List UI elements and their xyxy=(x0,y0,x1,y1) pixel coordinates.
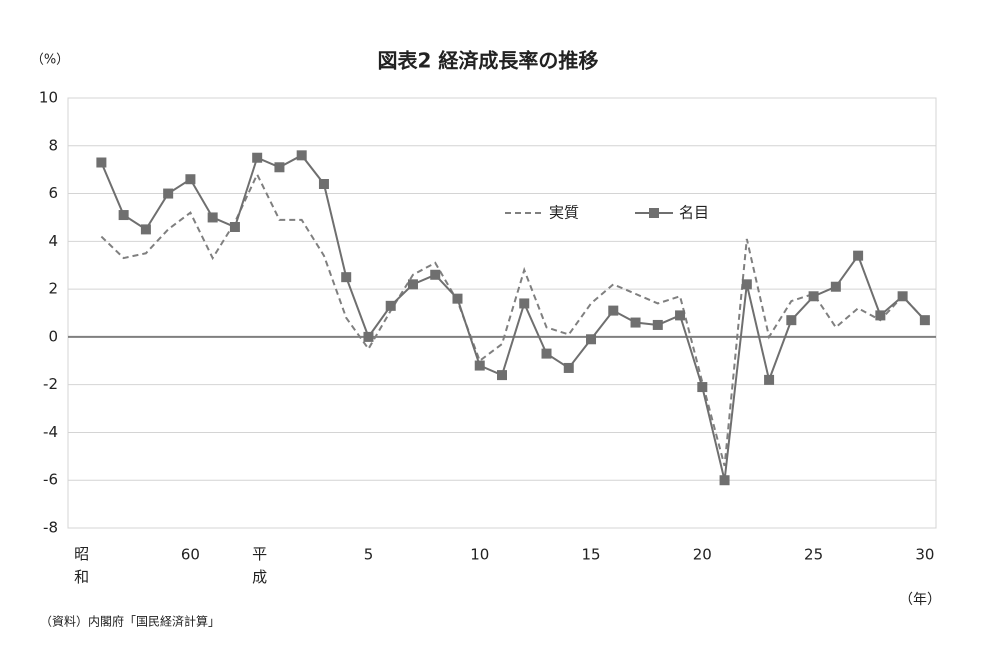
legend-label: 実質 xyxy=(549,204,579,222)
x-tick-label: 10 xyxy=(470,546,489,564)
y-tick-label: -6 xyxy=(43,471,58,489)
x-tick-label: 20 xyxy=(693,546,712,564)
marker xyxy=(296,150,307,161)
marker xyxy=(630,317,641,328)
series-line xyxy=(100,172,926,467)
y-tick-label: 6 xyxy=(48,184,58,202)
y-tick-label: 4 xyxy=(48,232,58,250)
marker xyxy=(497,370,507,381)
marker xyxy=(830,281,841,292)
x-tick-label: 平成 xyxy=(250,546,268,592)
legend-marker xyxy=(649,208,659,218)
legend-label: 名目 xyxy=(679,204,709,222)
marker xyxy=(897,291,908,302)
y-tick-label: 0 xyxy=(48,327,58,345)
x-tick-label: 5 xyxy=(364,546,374,564)
y-tick-label: 10 xyxy=(39,89,58,107)
marker xyxy=(563,362,574,373)
y-tick-label: -2 xyxy=(43,375,58,393)
source-note: （資料）内閣府「国民経済計算」 xyxy=(40,614,220,629)
series-line xyxy=(100,154,926,481)
marker xyxy=(919,315,930,326)
x-tick-label: 昭和 xyxy=(72,546,90,592)
x-unit: （年） xyxy=(899,592,941,608)
marker xyxy=(185,174,196,185)
marker xyxy=(586,334,597,345)
marker xyxy=(363,331,374,342)
marker xyxy=(118,210,129,221)
marker xyxy=(430,269,441,280)
marker xyxy=(541,348,552,359)
marker xyxy=(875,310,886,321)
marker xyxy=(318,179,329,189)
x-tick-label: 60 xyxy=(181,546,200,564)
marker xyxy=(652,319,663,330)
marker xyxy=(474,360,485,371)
marker xyxy=(341,272,352,283)
marker xyxy=(207,212,218,223)
x-tick-label: 30 xyxy=(915,546,934,564)
marker xyxy=(407,279,418,290)
x-tick-label: 25 xyxy=(804,546,823,564)
chart-title: 図表2 経済成長率の推移 xyxy=(378,49,599,73)
marker xyxy=(385,300,396,311)
marker xyxy=(786,315,797,326)
marker xyxy=(719,475,730,486)
y-tick-label: -4 xyxy=(43,423,58,441)
marker xyxy=(764,374,775,385)
marker xyxy=(140,224,151,235)
marker xyxy=(675,310,686,321)
marker xyxy=(608,305,619,316)
x-tick-label: 15 xyxy=(581,546,600,564)
marker xyxy=(96,157,107,168)
y-unit: （%） xyxy=(31,53,69,68)
marker xyxy=(452,293,463,304)
y-tick-label: 8 xyxy=(48,136,58,154)
y-tick-label: 2 xyxy=(48,280,58,298)
marker xyxy=(697,382,708,393)
marker xyxy=(163,188,174,199)
marker xyxy=(741,279,752,290)
marker xyxy=(808,291,819,302)
marker xyxy=(519,298,530,309)
marker xyxy=(229,222,240,232)
marker xyxy=(252,152,263,163)
marker xyxy=(274,162,285,173)
plot-frame xyxy=(67,97,937,529)
y-tick-label: -8 xyxy=(43,519,58,537)
marker xyxy=(853,250,864,261)
